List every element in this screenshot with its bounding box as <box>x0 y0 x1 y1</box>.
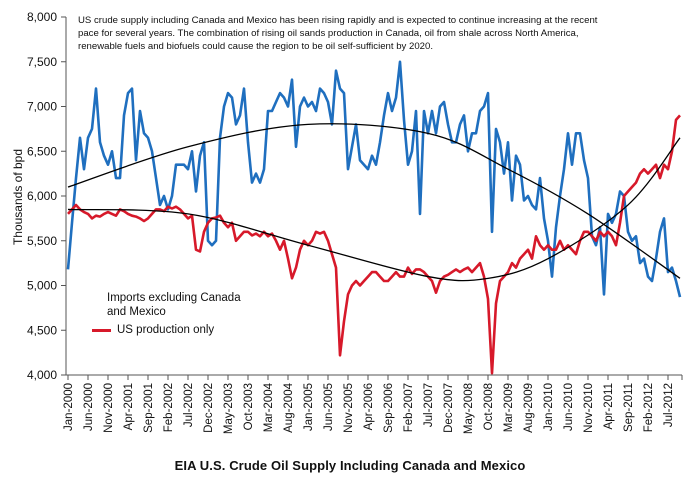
x-tick-label: May-2008 <box>463 383 475 434</box>
series-production-line <box>67 114 681 375</box>
x-tick-label: Jan-2010 <box>543 383 555 431</box>
y-tick-label: 4,500 <box>27 323 57 337</box>
y-tick-label: 5,000 <box>27 279 57 293</box>
x-tick-label: Jul-2002 <box>183 383 195 427</box>
y-tick-label: 5,500 <box>27 234 57 248</box>
y-tick-label: 6,500 <box>27 144 57 158</box>
legend-label-production: US production only <box>117 324 215 336</box>
legend-item-imports: Imports excluding Canada and Mexico <box>92 291 257 319</box>
x-tick-label: Aug-2004 <box>283 382 295 432</box>
x-tick-label: Jun-2000 <box>83 383 95 431</box>
legend-item-production: US production only <box>92 323 257 337</box>
x-tick-label: Apr-2006 <box>363 383 375 430</box>
legend-swatch-production <box>92 328 111 332</box>
x-tick-label: Feb-2007 <box>403 383 415 432</box>
trendline-imports <box>67 123 681 279</box>
x-tick-label: Aug-2009 <box>523 383 535 433</box>
x-tick-label: Nov-2005 <box>343 383 355 433</box>
x-tick-label: Nov-2010 <box>583 383 595 433</box>
x-tick-label: Mar-2009 <box>503 383 515 432</box>
legend: Imports excluding Canada and Mexico US p… <box>92 291 257 337</box>
x-tick-label: Oct-2008 <box>483 383 495 430</box>
x-tick-label: Jan-2005 <box>303 383 315 431</box>
series-imports-line <box>66 60 682 298</box>
x-tick-label: Feb-2002 <box>163 383 175 432</box>
chart-annotation: US crude supply including Canada and Mex… <box>78 15 598 53</box>
y-tick-label: 8,000 <box>27 10 57 24</box>
x-tick-label: May-2003 <box>223 383 235 434</box>
legend-label-imports: Imports excluding Canada and Mexico <box>107 292 241 318</box>
x-tick-label: Jul-2012 <box>663 383 675 427</box>
x-tick-label: Jun-2005 <box>323 383 335 431</box>
x-tick-label: Dec-2007 <box>443 383 455 433</box>
trendline-production <box>67 137 681 282</box>
x-tick-label: Sep-2001 <box>143 383 155 433</box>
y-tick-label: 7,500 <box>27 55 57 69</box>
x-tick-label: Apr-2001 <box>123 383 135 430</box>
x-tick-label: Jun-2010 <box>563 383 575 431</box>
x-tick-label: Oct-2003 <box>243 383 255 430</box>
y-tick-label: 6,000 <box>27 189 57 203</box>
y-tick-label: 4,000 <box>27 368 57 382</box>
chart-title: EIA U.S. Crude Oil Supply Including Cana… <box>174 458 526 473</box>
y-tick-label: 7,000 <box>27 100 57 114</box>
x-tick-label: Sep-2006 <box>383 383 395 433</box>
x-tick-label: Jul-2007 <box>423 383 435 427</box>
x-tick-label: Feb-2012 <box>643 383 655 432</box>
x-tick-label: Dec-2002 <box>203 383 215 433</box>
x-tick-label: Mar-2004 <box>263 382 275 432</box>
x-tick-label: Apr-2011 <box>603 383 615 429</box>
y-axis-title: Thousands of bpd <box>11 148 25 246</box>
x-tick-label: Nov-2000 <box>103 383 115 433</box>
x-tick-label: Jan-2000 <box>63 383 75 431</box>
x-tick-label: Sep-2011 <box>623 383 635 432</box>
